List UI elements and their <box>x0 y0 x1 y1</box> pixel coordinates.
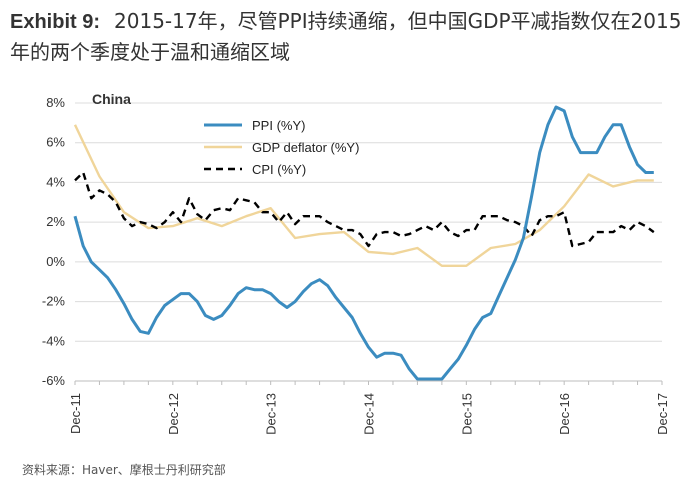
chart-title: Exhibit 9: 2015-17年，尽管PPI持续通缩，但中国GDP平减指数仅… <box>10 6 690 67</box>
x-tick-label: Dec-11 <box>68 393 83 434</box>
series-lines <box>73 105 655 381</box>
y-tick-label: 0% <box>46 254 65 269</box>
series-line-ppi <box>73 105 654 381</box>
x-tick-label: Dec-16 <box>557 393 572 435</box>
y-tick-label: 4% <box>46 174 65 189</box>
title-text: 2015-17年，尽管PPI持续通缩，但中国GDP平减指数仅在2015年的两个季… <box>10 9 682 64</box>
y-axis: 8% 6% 4% 2% 0% -2% -4% -6% <box>42 95 66 388</box>
exhibit-label: Exhibit 9: <box>10 11 101 33</box>
x-tick-label: Dec-13 <box>264 393 279 435</box>
legend: PPI (%Y) GDP deflator (%Y) CPI (%Y) <box>204 118 359 177</box>
source-note: 资料来源：Haver、摩根士丹利研究部 <box>22 463 226 477</box>
x-tick-label: Dec-15 <box>459 393 474 435</box>
y-tick-label: -6% <box>42 373 66 388</box>
x-tick-label: Dec-12 <box>166 393 181 435</box>
series-line-cpi <box>74 171 655 248</box>
y-tick-label: 2% <box>46 214 65 229</box>
y-tick-label: -4% <box>42 333 66 348</box>
legend-label-cpi: CPI (%Y) <box>252 162 306 177</box>
y-tick-label: 8% <box>46 95 65 110</box>
panel-label: China <box>92 91 131 107</box>
series-line-gdp <box>73 124 654 267</box>
legend-label-gdp: GDP deflator (%Y) <box>252 140 359 155</box>
gridlines <box>75 102 662 382</box>
x-axis: Dec-11 Dec-12 Dec-13 Dec-14 Dec-15 Dec-16 Dec-… <box>68 380 670 435</box>
x-tick-label: Dec-17 <box>655 393 670 435</box>
legend-label-ppi: PPI (%Y) <box>252 118 305 133</box>
y-tick-label: -2% <box>42 294 66 309</box>
x-tick-label: Dec-14 <box>362 393 377 435</box>
y-tick-label: 6% <box>46 135 65 150</box>
